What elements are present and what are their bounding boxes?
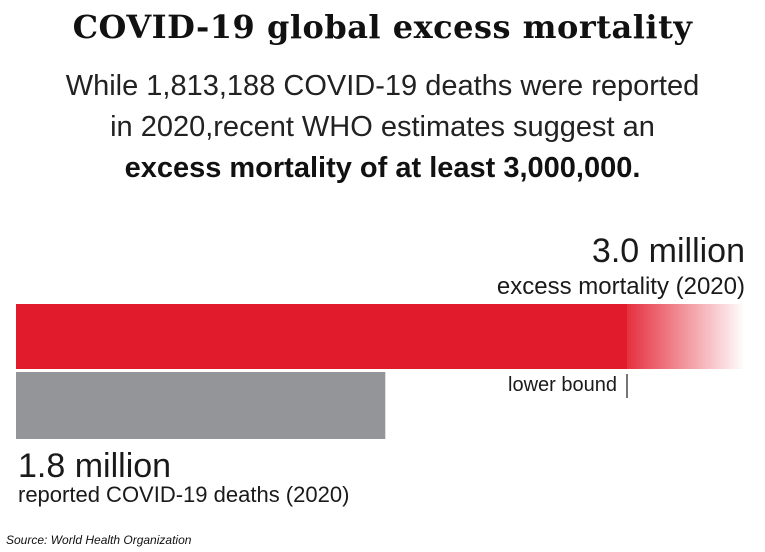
subtitle-line-1: While 1,813,188 COVID-19 deaths were rep… <box>65 70 700 102</box>
subtitle-line-2: in 2020,recent WHO estimates suggest an <box>110 111 655 143</box>
subtitle-line-3: excess mortality of at least 3,000,000. <box>124 152 641 184</box>
bar-excess-mortality-fade <box>615 304 745 369</box>
source-note: Source: World Health Organization <box>6 533 192 547</box>
reported-value-label: 1.8 million <box>18 447 171 485</box>
reported-category-label: reported COVID-19 deaths (2020) <box>18 482 349 507</box>
chart-subtitle: While 1,813,188 COVID-19 deaths were rep… <box>0 66 765 189</box>
chart-title: COVID-19 global excess mortality <box>72 8 693 46</box>
excess-value-label: 3.0 million <box>592 232 745 270</box>
excess-category-label: excess mortality (2020) <box>497 273 745 300</box>
lower-bound-label: lower bound <box>508 374 617 396</box>
bar-excess-mortality <box>16 304 627 369</box>
bar-reported-deaths <box>16 372 386 439</box>
